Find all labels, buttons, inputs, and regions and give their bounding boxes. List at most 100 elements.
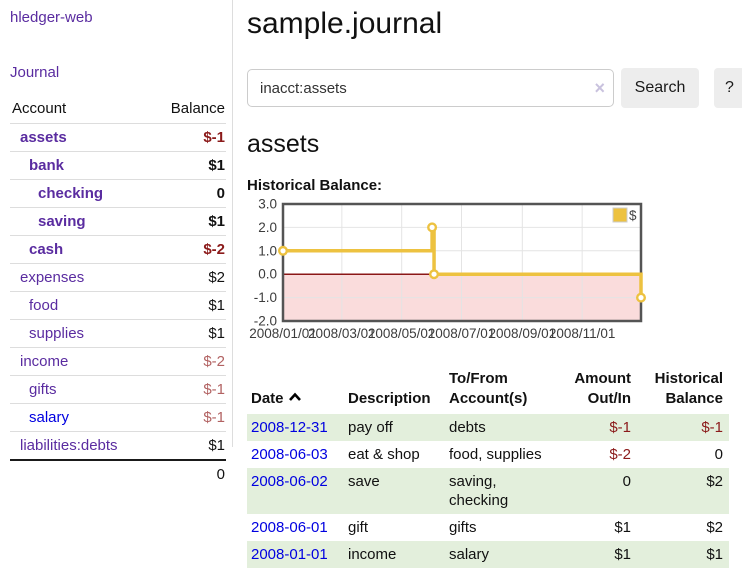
account-name-cell: food bbox=[10, 291, 151, 320]
page-title: sample.journal bbox=[247, 7, 443, 40]
search-button[interactable]: Search bbox=[621, 68, 699, 108]
account-name-cell: checking bbox=[10, 179, 151, 208]
account-name-cell: income bbox=[10, 347, 151, 376]
transactions-header-row: Date Description To/From Account(s) Amou… bbox=[247, 367, 729, 414]
account-row: food $1 bbox=[10, 291, 226, 320]
account-row: gifts $-1 bbox=[10, 375, 226, 404]
txn-description: gift bbox=[348, 519, 369, 536]
account-name-cell: salary bbox=[10, 403, 151, 432]
accounts-table: Account Balance assets $-1 bank $1 checking 0… bbox=[10, 95, 226, 488]
account-row: cash $-2 bbox=[10, 235, 226, 264]
svg-text:0.0: 0.0 bbox=[258, 267, 277, 282]
account-link[interactable]: expenses bbox=[20, 269, 85, 286]
txn-balance: $2 bbox=[706, 519, 723, 536]
account-balance: $1 bbox=[150, 319, 226, 348]
account-row: income $-2 bbox=[10, 347, 226, 376]
account-row: bank $1 bbox=[10, 151, 226, 180]
account-balance: 0 bbox=[150, 179, 226, 208]
account-link[interactable]: bank bbox=[29, 157, 65, 174]
date-header-label: Date bbox=[251, 390, 284, 407]
account-balance: $1 bbox=[150, 207, 226, 236]
accounts-total-row: 0 bbox=[10, 459, 226, 488]
account-row: assets $-1 bbox=[10, 123, 226, 152]
clear-search-icon[interactable]: × bbox=[594, 78, 605, 98]
account-link[interactable]: saving bbox=[38, 213, 86, 230]
help-button[interactable]: ? bbox=[714, 68, 742, 108]
x-axis-label: 2008/01/01 bbox=[249, 326, 317, 341]
txn-amount: $1 bbox=[614, 519, 631, 536]
txn-description: eat & shop bbox=[348, 446, 420, 463]
transaction-row: 2008-01-01 income salary $1 $1 bbox=[247, 541, 729, 568]
legend-label: $ bbox=[629, 208, 637, 223]
sidebar: hledger-web Journal Account Balance asse… bbox=[0, 0, 233, 488]
accounts-header-account: Account bbox=[12, 100, 67, 117]
account-link[interactable]: cash bbox=[29, 241, 64, 258]
app-title-link[interactable]: hledger-web bbox=[10, 9, 93, 26]
txn-amount: $-2 bbox=[609, 446, 631, 463]
txn-date-link[interactable]: 2008-12-31 bbox=[251, 419, 328, 436]
txn-accounts: debts bbox=[445, 414, 555, 441]
account-name-cell: assets bbox=[10, 123, 151, 152]
chart-title: Historical Balance: bbox=[247, 177, 383, 194]
txn-date-cell: 2008-12-31 bbox=[247, 414, 344, 441]
txn-amount: $-1 bbox=[555, 414, 637, 441]
account-balance: $1 bbox=[150, 151, 226, 180]
account-balance: $-1 bbox=[150, 403, 226, 432]
accounts-total-value: 0 bbox=[150, 459, 226, 488]
txn-date-cell: 2008-06-01 bbox=[247, 514, 344, 541]
txn-amount: 0 bbox=[555, 468, 637, 514]
txn-description: pay off bbox=[344, 414, 445, 441]
txn-description: income bbox=[344, 541, 445, 568]
account-link[interactable]: checking bbox=[38, 185, 104, 202]
transactions-header-date[interactable]: Date bbox=[247, 367, 344, 414]
account-link[interactable]: supplies bbox=[29, 325, 85, 342]
x-axis-label: 2008/05/01 bbox=[368, 326, 436, 341]
transactions-header-accounts: To/From Account(s) bbox=[449, 370, 528, 407]
account-row: salary $-1 bbox=[10, 403, 226, 432]
svg-text:-1.0: -1.0 bbox=[254, 290, 277, 305]
transactions-header-amount: Amount Out/In bbox=[574, 370, 631, 407]
account-link[interactable]: assets bbox=[20, 129, 67, 146]
txn-date-cell: 2008-06-03 bbox=[247, 441, 344, 468]
account-link[interactable]: income bbox=[20, 353, 69, 370]
txn-balance: $-1 bbox=[637, 414, 729, 441]
account-balance: $-1 bbox=[150, 375, 226, 404]
accounts-header-row: Account Balance bbox=[10, 95, 226, 124]
txn-description: save bbox=[344, 468, 445, 514]
account-name-cell: liabilities:debts bbox=[10, 431, 151, 460]
balance-chart: 3.0 2.0 1.0 0.0 -1.0 -2.0 2008/01/01 2008/03/01… bbox=[247, 197, 742, 347]
account-balance: $-2 bbox=[150, 347, 226, 376]
search-input[interactable] bbox=[247, 69, 614, 107]
txn-accounts: food, supplies bbox=[449, 446, 542, 463]
main-content: sample.journal × Search ? assets Histori… bbox=[233, 0, 742, 582]
svg-text:1.0: 1.0 bbox=[258, 243, 277, 258]
txn-date-link[interactable]: 2008-06-03 bbox=[251, 446, 328, 463]
txn-accounts: saving, checking bbox=[445, 468, 555, 514]
account-balance: $2 bbox=[150, 263, 226, 292]
balance-chart-svg: 3.0 2.0 1.0 0.0 -1.0 -2.02008/01/012008/03/01… bbox=[249, 197, 647, 341]
txn-date-link[interactable]: 2008-06-01 bbox=[251, 519, 328, 536]
accounts-total-spacer bbox=[10, 459, 151, 488]
txn-date-link[interactable]: 2008-01-01 bbox=[251, 546, 328, 563]
x-axis-label: 2008/03/01 bbox=[308, 326, 376, 341]
transaction-row: 2008-06-01 gift gifts $1 $2 bbox=[247, 514, 729, 541]
txn-accounts: salary bbox=[445, 541, 555, 568]
account-row: liabilities:debts $1 bbox=[10, 431, 226, 460]
nav-journal-link[interactable]: Journal bbox=[10, 64, 60, 81]
account-row: checking 0 bbox=[10, 179, 226, 208]
account-name-cell: cash bbox=[10, 235, 151, 264]
account-link[interactable]: liabilities:debts bbox=[20, 437, 118, 454]
transaction-row: 2008-06-03 eat & shop food, supplies $-2 0 bbox=[247, 441, 729, 468]
account-link[interactable]: salary bbox=[29, 409, 70, 426]
txn-amount: $1 bbox=[555, 541, 637, 568]
account-balance: $1 bbox=[150, 431, 226, 460]
search-form: × Search ? bbox=[247, 68, 742, 108]
x-axis-label: 2008/09/01 bbox=[489, 326, 557, 341]
txn-date-link[interactable]: 2008-06-02 bbox=[251, 473, 328, 490]
svg-text:-2.0: -2.0 bbox=[254, 314, 277, 329]
transactions-header-description: Description bbox=[348, 390, 431, 407]
transaction-row: 2008-06-02 save saving, checking 0 $2 bbox=[247, 468, 729, 514]
account-link[interactable]: food bbox=[29, 297, 59, 314]
txn-balance: $1 bbox=[637, 541, 729, 568]
account-link[interactable]: gifts bbox=[29, 381, 57, 398]
